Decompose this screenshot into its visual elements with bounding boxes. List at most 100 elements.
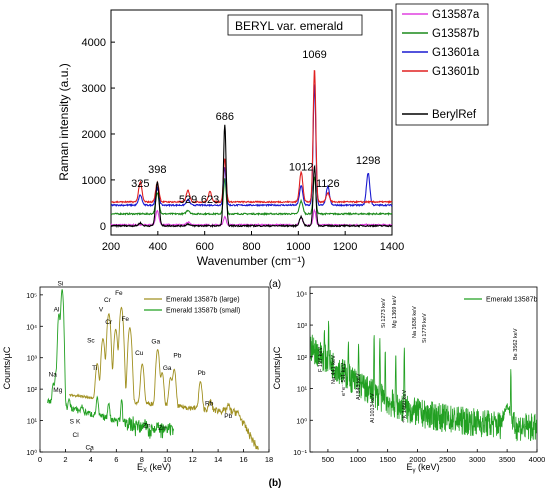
panel-b-left-plot-frame	[39, 286, 270, 453]
panel-b-right-line-label: Be 3562 keV	[513, 328, 519, 360]
panel-a-peak-label: 398	[148, 164, 166, 176]
panel-label-b: (b)	[269, 478, 282, 489]
panel-b-left-element-label: Cr	[104, 297, 112, 304]
panel-b-right-line-label: e⁺e⁻ 511 keV	[340, 362, 347, 396]
panel-b-right-y-tick-label: 10²	[297, 355, 308, 362]
panel-b-left-element-label: Ga	[151, 339, 160, 346]
panel-b-left-element-label: Ti	[92, 365, 97, 372]
panel-b-left-element-label: Rb	[205, 401, 214, 408]
panel-b-left-element-label: Zn	[143, 423, 151, 430]
panel-b-right-x-tick-label: 2500	[439, 455, 456, 464]
panel-b-left-element-label: Pb	[198, 370, 206, 377]
panel-b-left-x-tick-label: 4	[89, 455, 93, 464]
panel-b-right-series	[310, 320, 537, 442]
panel-b-left-element-label: Cr	[105, 319, 113, 326]
panel-b-left-element-label: Pb	[224, 413, 232, 420]
panel-b-right-y-axis-label: Counts/µC	[272, 346, 282, 389]
panel-b-right-x-tick-label: 1500	[379, 455, 396, 464]
panel-b-left-element-label: S	[70, 419, 75, 426]
panel-a-peak-label: 1012	[289, 162, 313, 174]
panel-b-right-line-label: Si 1273 keV	[381, 298, 387, 328]
panel-b-right-x-tick-label: 500	[322, 455, 335, 464]
panel-a-x-tick-label: 1200	[333, 241, 357, 253]
panel-a-y-tick-label: 1000	[82, 175, 106, 187]
panel-b-right-x-axis-label: Eγ (keV)	[406, 462, 439, 474]
panel-b-left-y-tick-label: 10³	[27, 356, 38, 363]
panel-b-right-line-label: Al 1013 keV	[370, 393, 376, 423]
panel-b-left-y-tick-label: 10¹	[27, 419, 38, 426]
panel-a-series-G13601b	[110, 70, 393, 205]
panel-b-left-element-label: Fe	[115, 290, 123, 297]
panel-a-chart: 200 400 600 800 1000 1200 1400 0 1000 2000 3000 40…	[57, 3, 489, 268]
panel-b-left-element-label: Ga	[163, 365, 172, 372]
panel-b-right-y-tick-label: 10⁴	[296, 291, 307, 298]
panel-b-right-chart: 500 1000 1500 2000 2500 3000 3500 4000 10⁻¹ 10⁰ 1…	[272, 286, 545, 474]
panel-a-peak-label: 325	[131, 178, 149, 190]
panel-a-peak-label: 1298	[356, 155, 380, 167]
panel-a-legend-entry: G13601b	[432, 66, 479, 78]
panel-b-left-y-axis-label: Counts/µC	[2, 346, 12, 389]
panel-a-x-tick-label: 1000	[286, 241, 310, 253]
panel-b-right-y-tick-label: 10³	[297, 323, 308, 330]
panel-b-left-element-label: Na	[49, 372, 58, 379]
panel-b-left-x-tick-label: 10	[163, 455, 171, 464]
panel-b-left-element-label: Sc	[87, 338, 95, 345]
panel-b-left-chart: 0 2 4 6 8 10 12 14 16 18 10⁰ 10¹ 10² 10³ 10⁴ 10⁵ Si Al N…	[2, 280, 273, 474]
panel-a-legend-entry: G13601a	[432, 47, 480, 59]
panel-b-right-y-tick-label: 10¹	[297, 387, 308, 394]
panel-b-right-y-tick-label: 10⁰	[296, 417, 307, 425]
panel-b-left-x-tick-label: 0	[38, 455, 42, 464]
panel-b-left-legend-entry: Emerald 13587b (small)	[166, 308, 240, 315]
panel-a-y-tick-label: 0	[100, 221, 106, 233]
panel-a-peak-label: 623	[201, 194, 219, 206]
inset-label-box	[227, 14, 363, 36]
panel-a-series-G13601a	[111, 84, 393, 208]
panel-a-x-tick-label: 1400	[380, 241, 404, 253]
panel-a-y-tick-label: 2000	[82, 129, 106, 141]
panel-b-left-x-tick-label: 12	[188, 455, 196, 464]
panel-b-left-x-axis-label: EX (keV)	[137, 462, 171, 474]
panel-b-left-element-label: K	[76, 419, 81, 426]
panel-b-left-element-label: Al	[54, 306, 60, 313]
panel-b-left-x-tick-label: 14	[214, 455, 222, 464]
panel-b-left-legend-entry: Emerald 13587b (large)	[166, 297, 240, 304]
panel-a-legend-entry: G13587b	[432, 28, 479, 40]
panel-b-left-element-label: Mg	[53, 387, 62, 394]
panel-b-left-x-tick-label: 18	[265, 455, 273, 464]
panel-b-right-line-label: Na 441 keV	[331, 355, 337, 384]
panel-b-left-element-label: Zn	[158, 425, 166, 432]
panel-a-y-tick-label: 4000	[82, 37, 106, 49]
panel-b-left-x-tick-label: 6	[114, 455, 118, 464]
panel-b-left-x-tick-label: 2	[63, 455, 67, 464]
panel-b-left-element-label: Pb	[173, 353, 181, 360]
panel-b-left-x-tick-label: 8	[140, 455, 144, 464]
panel-a-x-tick-label: 800	[242, 241, 260, 253]
panel-a-peak-label: 1069	[302, 49, 326, 61]
panel-b-left-element-label: Cu	[135, 350, 144, 357]
panel-b-right-x-tick-label: 3500	[499, 455, 516, 464]
panel-a-peak-label: 1126	[316, 178, 340, 190]
panel-b-right-x-tick-label: 2000	[409, 455, 426, 464]
panel-a-x-tick-label: 600	[195, 241, 213, 253]
panel-b-left-element-label: Cl	[73, 432, 80, 439]
panel-b-right-y-tick-label: 10⁻¹	[293, 450, 307, 457]
panel-b-left-x-tick-label: 16	[239, 455, 247, 464]
panel-b-left-element-label: Fe	[121, 316, 129, 323]
panel-label-a: (a)	[269, 279, 281, 290]
panel-b-right-line-label: Al 843 keV	[356, 373, 362, 400]
panel-b-right-x-tick-label: 1000	[349, 455, 366, 464]
panel-a-series-G13587b	[110, 176, 393, 217]
panel-b-right-line-label: ⁴⁰K 1460 keV	[401, 390, 408, 423]
panel-b-right-x-tick-label: 3000	[469, 455, 486, 464]
panel-b-left-element-label: V	[99, 306, 104, 313]
panel-b-right-line-label: Mg 1369 keV	[392, 295, 398, 328]
panel-a-x-tick-label: 400	[149, 241, 167, 253]
inset-label: BERYL var. emerald	[235, 19, 343, 33]
panel-b-right-legend-entry: Emerald 13587b	[486, 297, 537, 304]
panel-b-left-y-tick-label: 10⁵	[26, 293, 37, 300]
panel-b-left-y-tick-label: 10⁴	[26, 324, 37, 331]
panel-a-y-axis-label: Raman intensity (a.u.)	[57, 63, 71, 180]
panel-b-left-series-large	[68, 306, 259, 451]
panel-b-right-line-label: Si 1779 keV	[422, 313, 428, 343]
